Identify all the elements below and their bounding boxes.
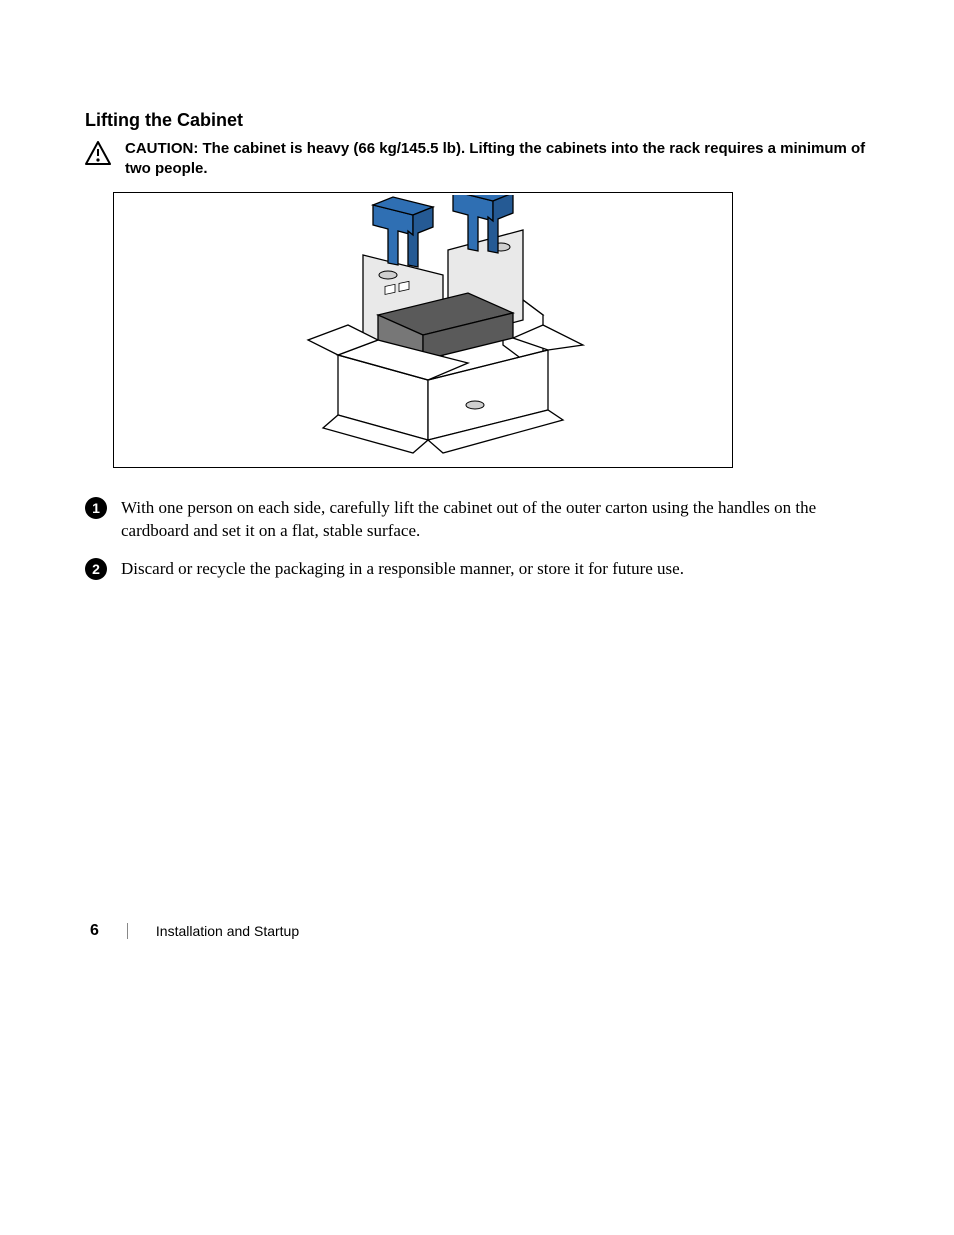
unpacking-diagram-svg	[213, 195, 633, 465]
step-item: 2 Discard or recycle the packaging in a …	[85, 557, 869, 581]
footer-page-number: 6	[90, 922, 99, 940]
figure-unpacking	[113, 192, 733, 468]
footer-chapter: Installation and Startup	[156, 923, 299, 939]
caution-block: CAUTION: The cabinet is heavy (66 kg/145…	[85, 139, 869, 180]
step-number-badge: 2	[85, 558, 107, 580]
step-number-badge: 1	[85, 497, 107, 519]
step-text: Discard or recycle the packaging in a re…	[121, 557, 684, 581]
steps-list: 1 With one person on each side, carefull…	[85, 496, 869, 581]
caution-body: The cabinet is heavy (66 kg/145.5 lb). L…	[125, 140, 865, 177]
caution-label: CAUTION:	[125, 140, 198, 157]
lift-arrow-left	[373, 197, 433, 267]
caution-text: CAUTION: The cabinet is heavy (66 kg/145…	[125, 139, 869, 180]
footer-separator	[127, 923, 128, 939]
warning-triangle-icon	[85, 141, 111, 170]
step-text: With one person on each side, carefully …	[121, 496, 869, 544]
section-title: Lifting the Cabinet	[85, 110, 869, 131]
page-footer: 6 Installation and Startup	[90, 922, 299, 940]
step-item: 1 With one person on each side, carefull…	[85, 496, 869, 544]
